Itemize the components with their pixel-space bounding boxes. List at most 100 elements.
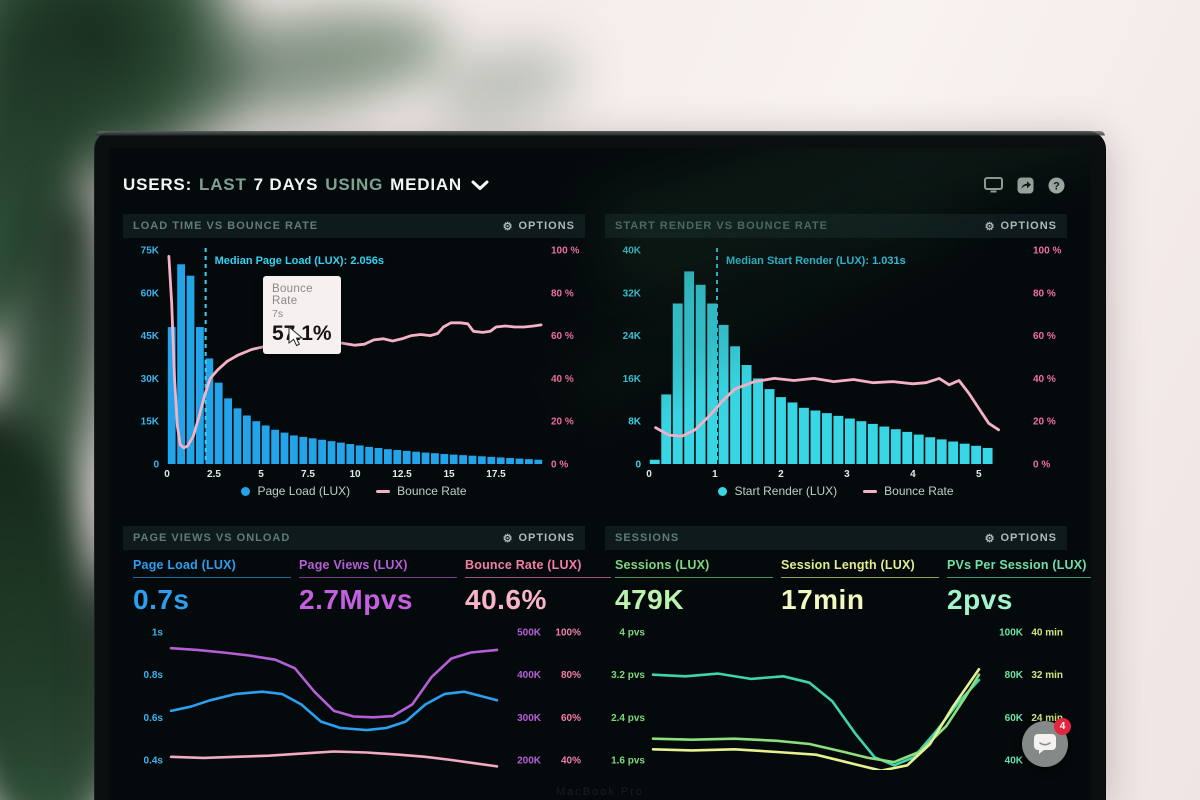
load-time-histogram-chart: 75K 60K 45K 30K 15K 0 100 % 80 % 60 % 40 % 20 % 0 %… xyxy=(141,246,580,479)
laptop: USERS: LAST 7 DAYS USING MEDIAN xyxy=(94,131,1106,800)
legend-item-bounce-rate[interactable]: Bounce Rate xyxy=(863,484,954,498)
svg-text:300K: 300K xyxy=(517,713,542,724)
metric-value: 2pvs xyxy=(947,584,1013,615)
svg-text:1s: 1s xyxy=(152,628,164,639)
chart-legend: Start Render (LUX) Bounce Rate xyxy=(605,478,1067,504)
svg-text:500K: 500K xyxy=(517,628,542,639)
legend-label: Bounce Rate xyxy=(397,484,467,498)
svg-text:60K: 60K xyxy=(1005,713,1024,724)
chart-area: 75K 60K 45K 30K 15K 0 100 % 80 % 60 % 40 % 20 % 0 %… xyxy=(123,238,585,479)
svg-text:0: 0 xyxy=(646,469,652,478)
legend-label: Bounce Rate xyxy=(884,484,954,498)
panel-header: START RENDER VS BOUNCE RATE ⚙ OPTIONS xyxy=(605,214,1067,238)
options-button[interactable]: ⚙ OPTIONS xyxy=(985,532,1057,545)
legend-line-icon xyxy=(863,489,878,493)
legend-line-icon xyxy=(376,489,391,493)
legend-dot-icon xyxy=(241,486,251,496)
chart-legend: Page Load (LUX) Bounce Rate xyxy=(123,478,585,504)
chat-bubble-icon xyxy=(1034,734,1056,754)
options-button[interactable]: ⚙ OPTIONS xyxy=(985,220,1057,233)
options-label: OPTIONS xyxy=(1000,220,1057,232)
metric-underline xyxy=(299,577,457,578)
svg-text:20 %: 20 % xyxy=(551,417,574,428)
options-button[interactable]: ⚙ OPTIONS xyxy=(503,220,575,233)
panel-start-render-vs-bounce-rate: START RENDER VS BOUNCE RATE ⚙ OPTIONS 40… xyxy=(605,214,1067,504)
panel-header: PAGE VIEWS VS ONLOAD ⚙ OPTIONS xyxy=(123,526,585,550)
svg-text:1.6 pvs: 1.6 pvs xyxy=(611,756,645,767)
svg-text:40%: 40% xyxy=(561,756,581,767)
display-icon[interactable] xyxy=(984,177,1003,193)
svg-text:3.2 pvs: 3.2 pvs xyxy=(611,670,645,681)
laptop-screen: USERS: LAST 7 DAYS USING MEDIAN xyxy=(109,148,1091,800)
mouse-cursor-icon xyxy=(288,326,304,347)
panel-page-views-vs-onload: PAGE VIEWS VS ONLOAD ⚙ OPTIONS Page Load… xyxy=(123,526,611,770)
metric-label: Page Views (LUX) xyxy=(299,558,408,572)
gear-icon: ⚙ xyxy=(502,220,514,233)
svg-text:0.6s: 0.6s xyxy=(144,713,164,724)
chart-tooltip: Bounce Rate 7s 57.1% xyxy=(263,276,341,354)
metrics-row: Sessions (LUX) 479K Session Length (LUX)… xyxy=(605,550,1091,618)
title-segment: USERS: xyxy=(123,175,193,194)
svg-text:8K: 8K xyxy=(628,417,642,428)
svg-text:60 %: 60 % xyxy=(1033,331,1056,342)
svg-text:16K: 16K xyxy=(623,374,642,385)
metric-pvs-per-session: PVs Per Session (LUX) 2pvs xyxy=(947,558,1091,616)
panel-title: PAGE VIEWS VS ONLOAD xyxy=(133,532,291,544)
title-segment: LAST xyxy=(199,175,247,194)
svg-text:24K: 24K xyxy=(623,331,642,342)
svg-text:15K: 15K xyxy=(141,417,160,428)
svg-text:32K: 32K xyxy=(623,288,642,299)
panel-grid: LOAD TIME VS BOUNCE RATE ⚙ OPTIONS 75K 60… xyxy=(123,214,1091,770)
panel-header: SESSIONS ⚙ OPTIONS xyxy=(605,526,1067,550)
tooltip-value: 57.1% xyxy=(272,322,332,345)
metric-value: 40.6% xyxy=(465,584,547,615)
share-icon[interactable] xyxy=(1017,177,1034,194)
svg-text:2.5: 2.5 xyxy=(207,469,221,478)
gear-icon: ⚙ xyxy=(502,532,514,545)
svg-text:80 %: 80 % xyxy=(551,288,574,299)
chat-launcher-button[interactable]: 4 xyxy=(1022,718,1071,767)
legend-item-bounce-rate[interactable]: Bounce Rate xyxy=(376,484,467,498)
svg-text:12.5: 12.5 xyxy=(392,469,412,478)
legend-label: Start Render (LUX) xyxy=(734,484,838,498)
svg-text:80%: 80% xyxy=(561,670,581,681)
metric-session-length: Session Length (LUX) 17min xyxy=(781,558,939,616)
svg-text:45K: 45K xyxy=(141,331,160,342)
legend-item-page-load[interactable]: Page Load (LUX) xyxy=(241,484,350,498)
metric-label: PVs Per Session (LUX) xyxy=(947,558,1087,572)
svg-text:3: 3 xyxy=(844,469,850,478)
title-segment: MEDIAN xyxy=(390,175,462,194)
panel-title: START RENDER VS BOUNCE RATE xyxy=(615,220,828,232)
options-button[interactable]: ⚙ OPTIONS xyxy=(503,532,575,545)
panel-load-time-vs-bounce-rate: LOAD TIME VS BOUNCE RATE ⚙ OPTIONS 75K 60… xyxy=(123,214,585,504)
svg-text:Median Start Render (LUX): 1.0: Median Start Render (LUX): 1.031s xyxy=(726,255,906,267)
metric-value: 0.7s xyxy=(133,584,190,615)
panel-sessions: SESSIONS ⚙ OPTIONS Sessions (LUX) 479K xyxy=(605,526,1091,770)
svg-text:0.8s: 0.8s xyxy=(144,670,164,681)
svg-text:10: 10 xyxy=(349,469,361,478)
title-segment: USING xyxy=(325,175,384,194)
svg-text:Median Page Load (LUX): 2.056s: Median Page Load (LUX): 2.056s xyxy=(215,255,384,267)
chart-area: 40K 32K 24K 16K 8K 0 100 % 80 % 60 % 40 % 20 % 0 % 0… xyxy=(605,238,1067,479)
tooltip-title: Bounce Rate xyxy=(272,283,313,307)
metric-underline xyxy=(615,577,773,578)
legend-item-start-render[interactable]: Start Render (LUX) xyxy=(718,484,837,498)
dashboard-header: USERS: LAST 7 DAYS USING MEDIAN xyxy=(123,172,1077,198)
metric-label: Sessions (LUX) xyxy=(615,558,710,572)
svg-text:60%: 60% xyxy=(561,713,581,724)
help-icon[interactable]: ? xyxy=(1048,177,1065,194)
users-period-dropdown[interactable]: USERS: LAST 7 DAYS USING MEDIAN xyxy=(123,175,489,195)
options-label: OPTIONS xyxy=(1000,532,1057,544)
svg-text:5: 5 xyxy=(976,469,982,478)
svg-text:0: 0 xyxy=(635,460,641,471)
svg-text:7.5: 7.5 xyxy=(301,469,315,478)
tooltip-x-label: 7s xyxy=(272,308,284,320)
svg-text:40 %: 40 % xyxy=(1033,374,1056,385)
svg-text:40 min: 40 min xyxy=(1031,628,1063,639)
metric-label: Session Length (LUX) xyxy=(781,558,915,572)
svg-text:40K: 40K xyxy=(623,246,642,257)
svg-text:100%: 100% xyxy=(555,628,581,639)
plant-leaf xyxy=(163,0,457,134)
svg-text:1: 1 xyxy=(712,469,718,478)
svg-text:2: 2 xyxy=(778,469,784,478)
